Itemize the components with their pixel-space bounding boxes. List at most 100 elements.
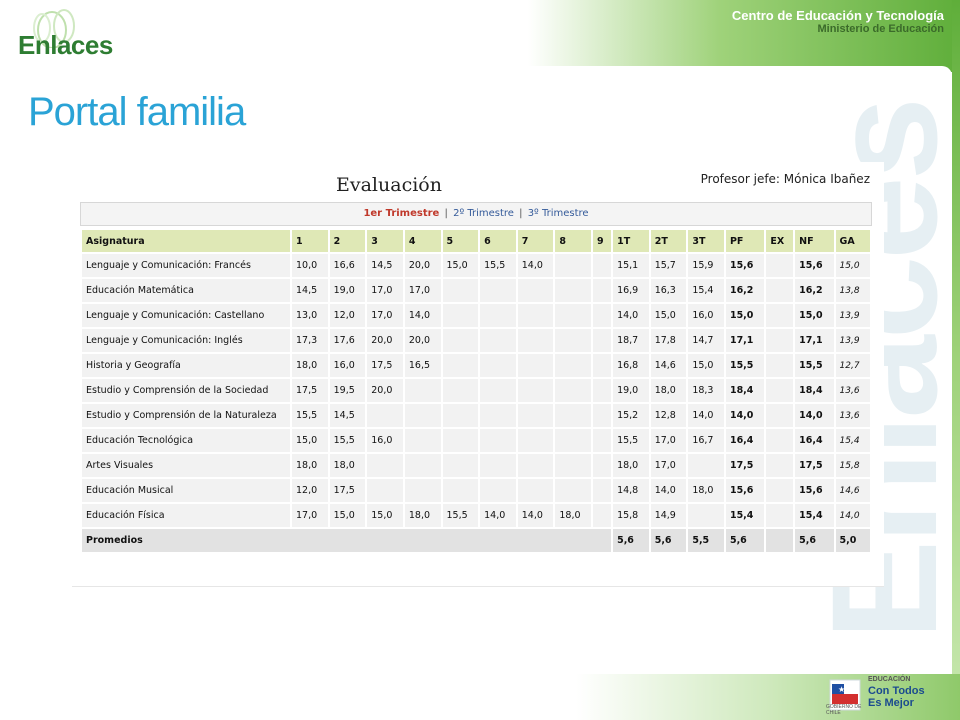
tab-trimester-3[interactable]: 3º Trimestre bbox=[527, 208, 589, 219]
exam-cell bbox=[764, 302, 796, 329]
subject-cell: Lenguaje y Comunicación: Inglés bbox=[80, 327, 292, 354]
grade-cell: 20,0 bbox=[402, 327, 443, 354]
grade-cell bbox=[478, 352, 518, 379]
grade-cell: 17,5 bbox=[290, 377, 330, 404]
grade-cell: 18,0 bbox=[290, 452, 330, 479]
trimester-tabs: 1er Trimestre | 2º Trimestre | 3º Trimes… bbox=[80, 202, 872, 226]
grade-cell: 15,5 bbox=[440, 502, 481, 529]
table-row: Lenguaje y Comunicación: Castellano 13,0 1… bbox=[80, 302, 873, 329]
grade-cell bbox=[590, 477, 614, 504]
grade-cell bbox=[515, 452, 556, 479]
grade-cell: 14,0 bbox=[402, 302, 443, 329]
term-3-cell: 18,0 bbox=[686, 477, 726, 504]
grade-cell bbox=[365, 477, 405, 504]
grade-cell bbox=[402, 477, 443, 504]
organization-block: Centro de Educación y Tecnología Ministe… bbox=[732, 8, 944, 35]
svg-text:★: ★ bbox=[838, 685, 845, 694]
average-nf: 5,6 bbox=[793, 527, 836, 554]
term-3-cell: 15,0 bbox=[686, 352, 726, 379]
grade-cell bbox=[553, 427, 593, 454]
grade-cell bbox=[553, 252, 593, 279]
header-band bbox=[0, 0, 960, 72]
table-row: Historia y Geografía 18,0 16,0 17,5 16,5 16,8… bbox=[80, 352, 873, 379]
average-term-1: 5,6 bbox=[611, 527, 651, 554]
grade-cell bbox=[515, 477, 556, 504]
final-average-cell: 16,2 bbox=[723, 277, 767, 304]
logo-text: Enlaces bbox=[18, 30, 113, 60]
average-term-3: 5,5 bbox=[686, 527, 726, 554]
exam-cell bbox=[764, 277, 796, 304]
term-3-cell: 15,9 bbox=[686, 252, 726, 279]
term-2-cell: 12,8 bbox=[648, 402, 689, 429]
evaluation-heading: Evaluación bbox=[336, 174, 442, 196]
grade-cell bbox=[515, 352, 556, 379]
grade-cell: 15,5 bbox=[327, 427, 368, 454]
group-average-cell: 15,4 bbox=[833, 427, 873, 454]
term-1-cell: 16,9 bbox=[611, 277, 651, 304]
column-header-ga: GA bbox=[833, 228, 873, 254]
logo-swirl-icon bbox=[33, 9, 75, 49]
grade-cell bbox=[553, 277, 593, 304]
grade-cell: 18,0 bbox=[290, 352, 330, 379]
column-header-3t: 3T bbox=[686, 228, 726, 254]
column-header-ex: EX bbox=[764, 228, 796, 254]
grade-cell: 14,0 bbox=[515, 502, 556, 529]
grade-cell bbox=[515, 427, 556, 454]
grade-cell: 17,3 bbox=[290, 327, 330, 354]
averages-row: Promedios 5,6 5,6 5,5 5,6 5,6 5,0 bbox=[79, 527, 873, 554]
grade-cell: 12,0 bbox=[290, 477, 330, 504]
chile-flag-icon: ★ bbox=[829, 679, 861, 711]
table-row: Educación Física 17,0 15,0 15,0 18,0 15,5 14,0… bbox=[80, 502, 873, 529]
final-grade-cell: 16,4 bbox=[793, 427, 836, 454]
grade-cell: 20,0 bbox=[365, 377, 405, 404]
column-header-pf: PF bbox=[723, 228, 767, 254]
grade-cell: 18,0 bbox=[553, 502, 593, 529]
grade-cell bbox=[590, 452, 614, 479]
footer-band bbox=[0, 674, 960, 720]
final-average-cell: 17,1 bbox=[723, 327, 767, 354]
grade-cell: 20,0 bbox=[402, 252, 443, 279]
table-row: Estudio y Comprensión de la Naturaleza 15… bbox=[80, 402, 873, 429]
group-average-cell: 15,0 bbox=[833, 252, 873, 279]
grade-cell: 16,0 bbox=[365, 427, 405, 454]
grade-cell bbox=[478, 477, 518, 504]
enlaces-logo bbox=[12, 8, 122, 64]
term-3-cell: 14,7 bbox=[686, 327, 726, 354]
final-average-cell: 15,6 bbox=[723, 252, 767, 279]
group-average-cell: 14,0 bbox=[833, 502, 873, 529]
grade-cell: 17,0 bbox=[365, 302, 405, 329]
exam-cell bbox=[764, 377, 796, 404]
subject-cell: Educación Matemática bbox=[80, 277, 292, 304]
grade-cell: 20,0 bbox=[365, 327, 405, 354]
grade-cell bbox=[590, 302, 614, 329]
column-header-6: 6 bbox=[478, 228, 518, 254]
grade-cell bbox=[440, 402, 481, 429]
grade-cell: 15,0 bbox=[290, 427, 330, 454]
term-2-cell: 14,6 bbox=[648, 352, 689, 379]
subject-cell: Lenguaje y Comunicación: Castellano bbox=[80, 302, 292, 329]
grade-cell bbox=[365, 452, 405, 479]
table-row: Artes Visuales 18,0 18,0 18,0 17,0 17,5 17,5 15… bbox=[80, 452, 873, 479]
grade-cell: 14,5 bbox=[327, 402, 368, 429]
term-3-cell: 14,0 bbox=[686, 402, 726, 429]
average-pf: 5,6 bbox=[723, 527, 767, 554]
grade-cell bbox=[590, 402, 614, 429]
tab-trimester-2[interactable]: 2º Trimestre bbox=[453, 208, 514, 219]
logo-line-3: Es Mejor bbox=[868, 697, 914, 709]
education-logo: ★ GOBIERNO DE CHILE EDUCACIÓN Con Todos … bbox=[826, 676, 938, 716]
exam-cell bbox=[764, 327, 796, 354]
tab-trimester-1[interactable]: 1er Trimestre bbox=[363, 208, 440, 219]
subject-cell: Lenguaje y Comunicación: Francés bbox=[80, 252, 292, 279]
exam-cell bbox=[764, 502, 796, 529]
column-header-7: 7 bbox=[515, 228, 556, 254]
grade-cell bbox=[590, 502, 614, 529]
page-title: Portal familia bbox=[28, 90, 246, 134]
final-grade-cell: 17,1 bbox=[793, 327, 836, 354]
subject-cell: Estudio y Comprensión de la Naturaleza bbox=[80, 402, 292, 429]
grade-cell bbox=[478, 377, 518, 404]
final-average-cell: 15,4 bbox=[723, 502, 767, 529]
grade-cell bbox=[590, 327, 614, 354]
term-2-cell: 17,0 bbox=[648, 452, 689, 479]
final-average-cell: 16,4 bbox=[723, 427, 767, 454]
grade-cell bbox=[590, 377, 614, 404]
